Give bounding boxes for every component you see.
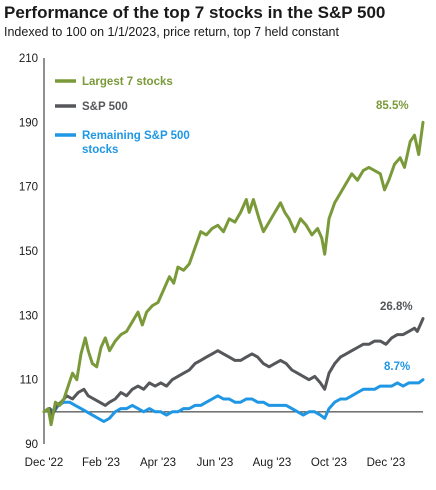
y-tick-label: 190 — [19, 117, 38, 129]
end-label-remaining: 8.7% — [384, 361, 410, 373]
legend-label-remaining-line2: stocks — [82, 144, 118, 156]
x-tick-label: Feb '23 — [82, 457, 120, 469]
x-tick-label: Jun '23 — [197, 457, 234, 469]
y-tick-label: 110 — [20, 375, 38, 387]
legend: Largest 7 stocks S&P 500 Remaining S&P 5… — [55, 76, 190, 156]
y-tick-label: 210 — [19, 53, 38, 65]
x-tick-label: Oct '23 — [311, 457, 347, 469]
chart-subtitle: Indexed to 100 on 1/1/2023, price return… — [4, 25, 339, 39]
y-tick-label: 90 — [25, 439, 38, 451]
axes: 90 110 130 150 170 190 210 Dec '22 Feb '23 Apr '2… — [19, 53, 423, 469]
series-layer — [42, 120, 425, 427]
end-label-largest7: 85.5% — [376, 100, 409, 112]
series-line-largest7 — [42, 120, 425, 427]
y-tick-label: 130 — [19, 310, 38, 322]
y-tick-label: 170 — [19, 182, 38, 194]
x-tick-label: Dec '22 — [25, 457, 64, 469]
series-line-sp500 — [42, 317, 425, 417]
chart-title: Performance of the top 7 stocks in the S… — [4, 3, 386, 22]
x-tick-label: Apr '23 — [140, 457, 176, 469]
x-tick-label: Aug '23 — [253, 457, 292, 469]
legend-label-largest7: Largest 7 stocks — [82, 76, 173, 88]
y-tick-label: 150 — [19, 246, 38, 258]
legend-label-remaining-line1: Remaining S&P 500 — [82, 130, 190, 142]
series-line-remaining — [42, 378, 425, 423]
end-label-sp500: 26.8% — [380, 301, 413, 313]
x-tick-label: Dec '23 — [367, 457, 406, 469]
legend-label-sp500: S&P 500 — [82, 101, 128, 113]
